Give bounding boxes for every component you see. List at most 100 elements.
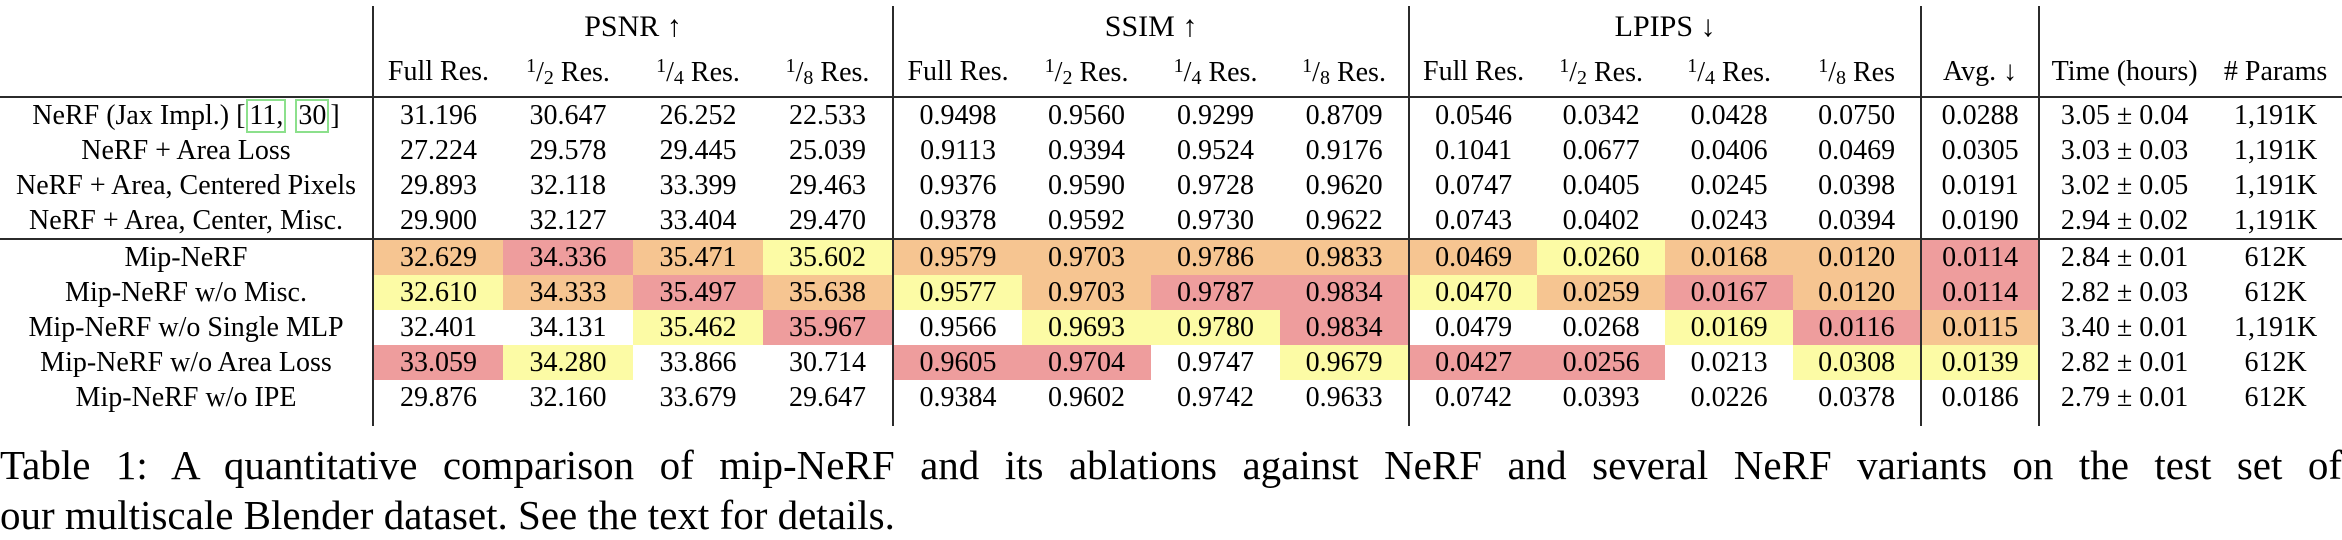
subheader-lpips-1: Full Res. <box>1423 56 1525 87</box>
lpips-value-cell: 0.0342 <box>1562 100 1640 131</box>
ssim-value-cell: 0.9834 <box>1280 275 1411 310</box>
caption-line-2: our multiscale Blender dataset. See the … <box>0 492 895 538</box>
lpips-value-cell: 0.0743 <box>1435 205 1513 236</box>
citation-link[interactable]: 30 <box>295 99 330 133</box>
time-value-cell: 2.82 ± 0.01 <box>2060 347 2189 378</box>
rule-extension-cell <box>893 415 1411 426</box>
ssim-value-cell: 0.9728 <box>1177 170 1255 201</box>
avg-header: Avg. ↓ <box>1921 48 2041 97</box>
psnr-value-cell: 31.196 <box>400 100 477 131</box>
lpips-value-cell: 0.0226 <box>1690 382 1768 413</box>
avg-value-cell: 0.0139 <box>1921 345 2041 380</box>
avg-value-cell: 0.0115 <box>1921 310 2041 345</box>
ssim-value-cell: 0.9113 <box>920 135 997 166</box>
lpips-value-cell: 0.0245 <box>1690 170 1768 201</box>
subheader-lpips-3: 1/4 Res. <box>1687 55 1771 89</box>
lpips-value-cell: 0.0470 <box>1409 275 1538 310</box>
psnr-value-cell: 22.533 <box>763 97 895 133</box>
lpips-value-cell: 0.0259 <box>1537 275 1666 310</box>
avg-value-cell: 0.0288 <box>1921 97 2041 133</box>
ssim-value-cell: 0.9679 <box>1280 345 1411 380</box>
lpips-value-cell: 0.0469 <box>1409 238 1538 275</box>
ssim-value-cell: 0.9703 <box>1022 275 1152 310</box>
lpips-value-cell: 0.0469 <box>1793 133 1923 168</box>
subheader-lpips-2: 1/2 Res. <box>1559 55 1643 89</box>
citation-link[interactable]: 11, <box>246 99 287 133</box>
psnr-value-cell: 29.578 <box>529 135 607 166</box>
row-label: Mip-NeRF <box>0 238 374 275</box>
time-value-cell: 3.05 ± 0.04 <box>2060 100 2189 131</box>
row-label: Mip-NeRF w/o Misc. <box>0 275 374 310</box>
time-value-cell: 3.02 ± 0.05 <box>2060 170 2189 201</box>
time-value-cell: 2.79 ± 0.01 <box>2060 382 2189 413</box>
rule-extension-cell <box>0 415 374 426</box>
lpips-value-cell: 0.0546 <box>1435 100 1513 131</box>
ssim-value-cell: 0.9577 <box>893 275 1023 310</box>
table-caption: Table 1: A quantitative comparison of mi… <box>0 440 2342 540</box>
lpips-value-cell: 0.0428 <box>1690 100 1768 131</box>
row-label: NeRF + Area, Center, Misc. <box>0 203 374 239</box>
ssim-value-cell: 0.9747 <box>1177 347 1255 378</box>
subheader-lpips-4: 1/8 Res <box>1793 48 1923 97</box>
psnr-value-cell: 35.471 <box>633 238 763 275</box>
ssim-value-cell: 0.9590 <box>1048 170 1126 201</box>
psnr-value-cell: 33.866 <box>659 347 737 378</box>
psnr-value-cell: 32.160 <box>529 382 607 413</box>
rule-extension-row <box>0 415 2342 426</box>
psnr-value-cell: 32.610 <box>373 275 503 310</box>
table-row: NeRF + Area, Center, Misc. 29.900 32.127 33… <box>0 203 2342 239</box>
ssim-value-cell: 0.9592 <box>1048 205 1126 236</box>
psnr-value-cell: 33.399 <box>659 170 737 201</box>
avg-value-cell: 0.0186 <box>1921 380 2041 415</box>
psnr-value-cell: 34.336 <box>503 238 633 275</box>
time-value-cell: 3.40 ± 0.01 <box>2060 312 2189 343</box>
avg-value-cell: 0.0305 <box>1921 133 2041 168</box>
lpips-value-cell: 0.0213 <box>1690 347 1768 378</box>
ssim-value-cell: 0.9498 <box>919 100 997 131</box>
table-body: NeRF (Jax Impl.) [11, 30] 31.196 30.647 26.… <box>0 97 2342 426</box>
group-header-ssim: SSIM ↑ <box>893 6 1411 48</box>
group-header-lpips: LPIPS ↓ <box>1409 6 1923 48</box>
subheader-psnr-4: 1/8 Res. <box>763 48 895 97</box>
time-value-cell: 2.84 ± 0.01 <box>2039 238 2210 275</box>
ssim-value-cell: 0.9384 <box>919 382 997 413</box>
psnr-value-cell: 33.679 <box>659 382 737 413</box>
results-table: PSNR ↑ SSIM ↑ LPIPS ↓ Full Res. 1/2 Res. 1/4 … <box>0 6 2342 426</box>
lpips-value-cell: 0.0405 <box>1562 170 1640 201</box>
row-label: Mip-NeRF w/o Area Loss <box>0 345 374 380</box>
table-row: Mip-NeRF w/o Area Loss 33.059 34.280 33.866… <box>0 345 2342 380</box>
avg-header-spacer <box>1921 6 2041 48</box>
lpips-value-cell: 0.1041 <box>1435 135 1513 166</box>
ssim-value-cell: 0.9560 <box>1048 100 1126 131</box>
psnr-value-cell: 32.629 <box>373 238 503 275</box>
lpips-value-cell: 0.0169 <box>1665 310 1794 345</box>
ssim-value-cell: 0.9693 <box>1022 310 1152 345</box>
psnr-value-cell: 30.714 <box>763 345 895 380</box>
psnr-value-cell: 35.967 <box>763 310 895 345</box>
group-header-psnr: PSNR ↑ <box>373 6 895 48</box>
table-row: Mip-NeRF w/o Single MLP 32.401 34.131 35.46… <box>0 310 2342 345</box>
psnr-value-cell: 25.039 <box>763 133 895 168</box>
lpips-value-cell: 0.0256 <box>1537 345 1666 380</box>
corner-cell <box>0 6 374 48</box>
table-header: PSNR ↑ SSIM ↑ LPIPS ↓ Full Res. 1/2 Res. 1/4 … <box>0 6 2342 97</box>
lpips-value-cell: 0.0394 <box>1793 203 1923 239</box>
lpips-value-cell: 0.0378 <box>1793 380 1923 415</box>
lpips-value-cell: 0.0120 <box>1793 275 1923 310</box>
params-value-cell: 1,191K <box>2233 135 2318 166</box>
row-label: NeRF (Jax Impl.) [11, 30] <box>0 97 374 133</box>
row-label: NeRF + Area Loss <box>0 133 374 168</box>
lpips-value-cell: 0.0750 <box>1793 97 1923 133</box>
psnr-value-cell: 35.497 <box>633 275 763 310</box>
avg-value-cell: 0.0191 <box>1921 168 2041 203</box>
ssim-value-cell: 0.9176 <box>1280 133 1411 168</box>
params-value-cell: 1,191K <box>2233 312 2318 343</box>
time-value-cell: 2.82 ± 0.03 <box>2060 277 2189 308</box>
lpips-value-cell: 0.0243 <box>1690 205 1768 236</box>
params-value-cell: 1,191K <box>2233 170 2318 201</box>
params-value-cell: 612K <box>2209 238 2342 275</box>
params-value-cell: 1,191K <box>2233 100 2318 131</box>
ssim-value-cell: 0.9833 <box>1280 238 1411 275</box>
psnr-value-cell: 32.118 <box>530 170 606 201</box>
ssim-value-cell: 0.9622 <box>1280 203 1411 239</box>
